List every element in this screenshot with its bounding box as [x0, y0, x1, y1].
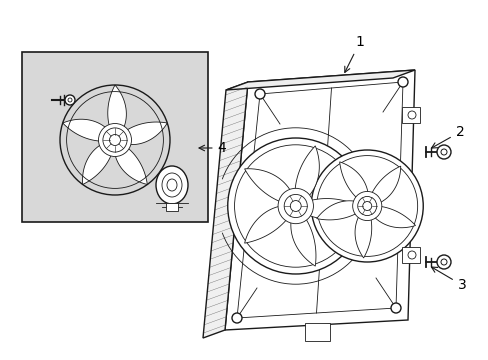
Circle shape [362, 202, 371, 211]
Circle shape [102, 128, 127, 152]
Polygon shape [290, 215, 315, 266]
Circle shape [65, 95, 75, 105]
Bar [401, 247, 419, 263]
Circle shape [284, 194, 306, 217]
Polygon shape [62, 119, 109, 141]
Circle shape [352, 192, 381, 221]
Ellipse shape [156, 166, 187, 204]
Circle shape [311, 150, 423, 262]
Bar [401, 107, 419, 123]
Polygon shape [371, 206, 415, 228]
Text: 4: 4 [199, 141, 226, 155]
Polygon shape [305, 199, 358, 219]
Circle shape [397, 77, 407, 87]
Circle shape [254, 89, 264, 99]
Polygon shape [225, 70, 414, 90]
Text: 1: 1 [344, 35, 364, 72]
Bar [22, 52, 207, 222]
Circle shape [436, 145, 450, 159]
Bar [305, 323, 329, 341]
Circle shape [436, 255, 450, 269]
FancyArrowPatch shape [56, 98, 59, 102]
Text: 3: 3 [430, 267, 466, 292]
Polygon shape [114, 145, 147, 184]
Polygon shape [82, 143, 113, 184]
Circle shape [390, 303, 400, 313]
Ellipse shape [167, 179, 177, 191]
Ellipse shape [162, 173, 182, 197]
Polygon shape [203, 82, 247, 338]
Circle shape [278, 188, 313, 224]
Polygon shape [244, 206, 289, 243]
Circle shape [407, 111, 415, 119]
Polygon shape [122, 122, 167, 145]
Circle shape [98, 123, 131, 157]
Circle shape [407, 251, 415, 259]
Polygon shape [316, 201, 358, 220]
Polygon shape [339, 162, 367, 200]
Polygon shape [107, 85, 126, 132]
Polygon shape [354, 213, 371, 258]
Circle shape [231, 313, 242, 323]
Polygon shape [224, 70, 414, 330]
Text: 2: 2 [430, 125, 464, 148]
Circle shape [227, 138, 363, 274]
Circle shape [290, 201, 301, 211]
Circle shape [357, 197, 376, 216]
Polygon shape [244, 169, 292, 203]
Bar [165, 203, 178, 211]
Circle shape [109, 135, 120, 145]
Polygon shape [369, 166, 400, 204]
Polygon shape [294, 146, 319, 199]
